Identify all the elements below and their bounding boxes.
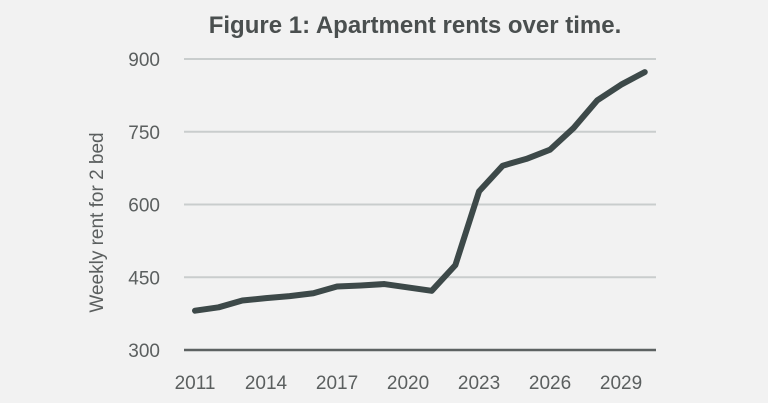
y-tick-label: 750 — [128, 123, 160, 144]
y-tick-label: 600 — [128, 196, 160, 217]
x-tick-label: 2017 — [316, 373, 358, 394]
series-line — [192, 69, 648, 314]
x-tick-label: 2023 — [458, 373, 500, 394]
y-axis-label: Weekly rent for 2 bed — [87, 132, 108, 312]
x-tick-label: 2029 — [600, 373, 642, 394]
x-tick-label: 2011 — [175, 373, 216, 394]
x-tick-label: 2014 — [245, 373, 288, 394]
x-tick-label: 2020 — [387, 373, 429, 394]
x-tick-label: 2026 — [529, 373, 571, 394]
y-tick-label: 900 — [128, 50, 160, 71]
y-tick-label: 450 — [128, 268, 160, 289]
chart-title: Figure 1: Apartment rents over time. — [208, 12, 622, 39]
y-tick-label: 300 — [128, 341, 160, 362]
